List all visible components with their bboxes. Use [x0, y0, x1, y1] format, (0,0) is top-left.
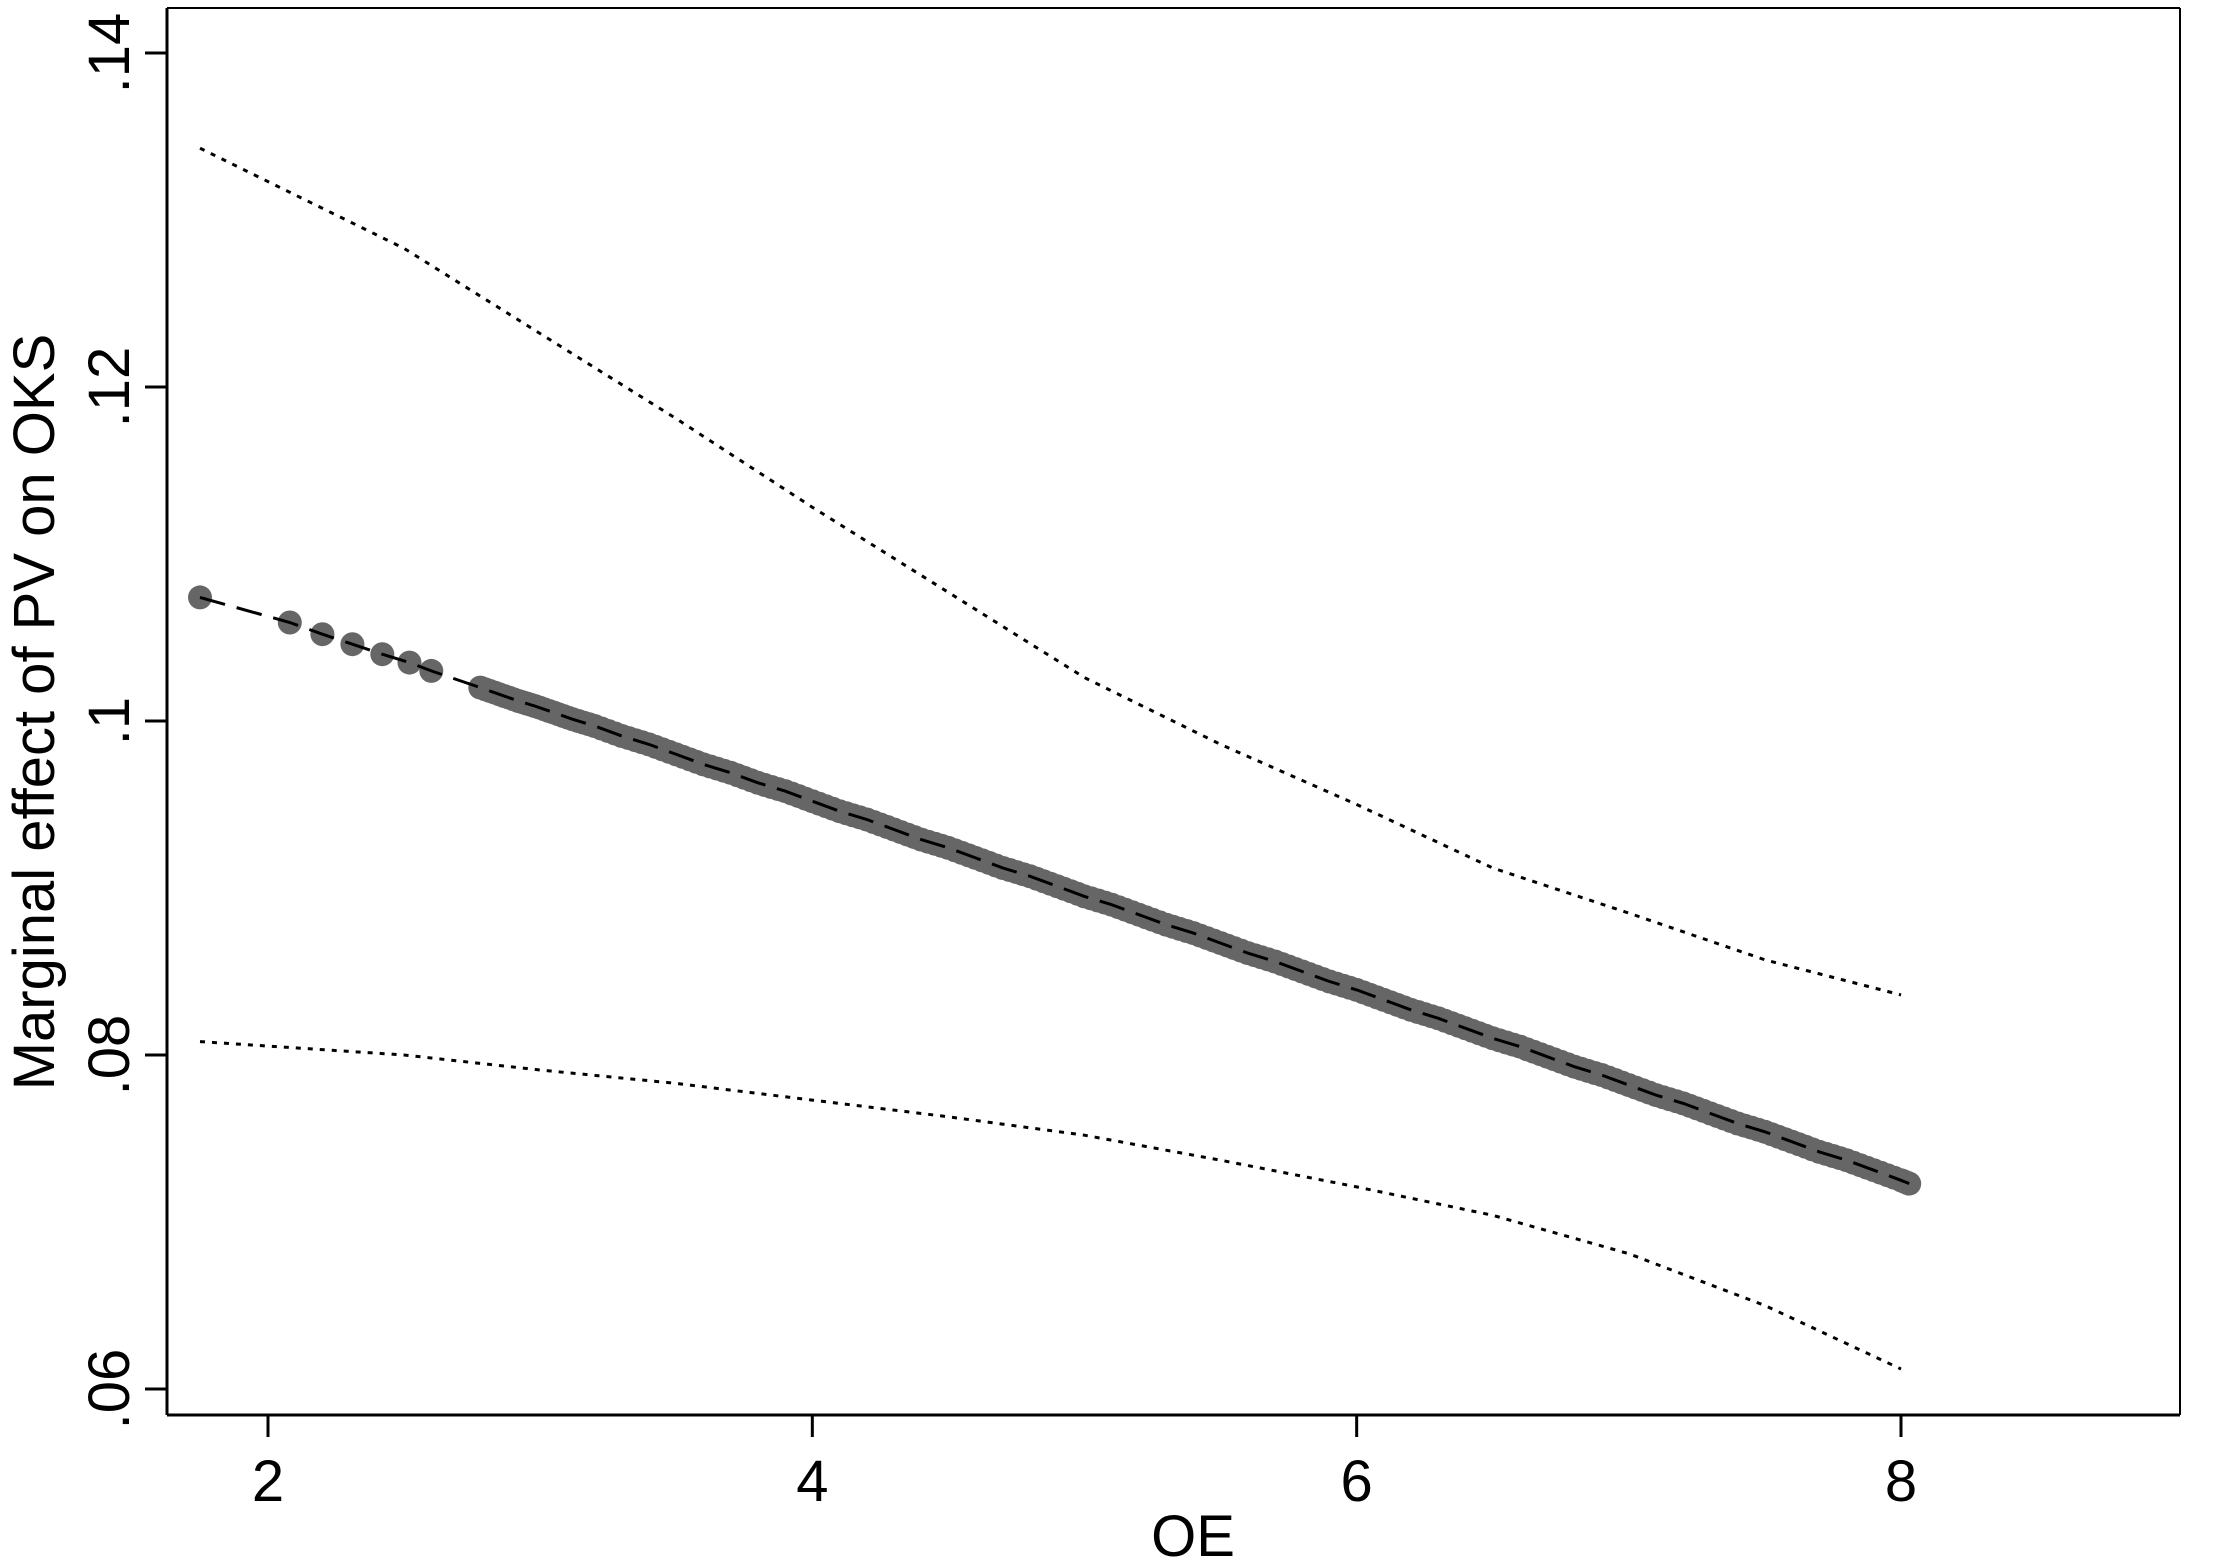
x-tick-label: 8: [1885, 1449, 1917, 1514]
x-ticks: 2 4 6 8: [252, 1415, 1917, 1514]
data-point: [397, 650, 422, 675]
y-tick-label: .14: [77, 13, 142, 94]
confidence-bands: [199, 146, 1902, 1371]
lower-ci-line: [199, 1040, 1902, 1371]
y-ticks: .06 .08 .1 .12 .14: [77, 13, 167, 1430]
marginal-effect-line: [199, 595, 1910, 1185]
upper-ci-line: [199, 146, 1902, 997]
y-axis-title: Marginal effect of PV on OKS: [2, 334, 67, 1091]
x-tick-label: 2: [252, 1449, 284, 1514]
y-tick-label: .08: [77, 1015, 142, 1096]
y-tick-label: .1: [77, 697, 142, 745]
axes: [165, 7, 2181, 1417]
x-tick-label: 4: [796, 1449, 828, 1514]
fit-line-layer: [199, 595, 1910, 1185]
x-tick-label: 6: [1341, 1449, 1373, 1514]
y-tick-label: .12: [77, 347, 142, 428]
x-axis-title: OE: [1151, 1504, 1235, 1566]
y-tick-label: .06: [77, 1349, 142, 1430]
